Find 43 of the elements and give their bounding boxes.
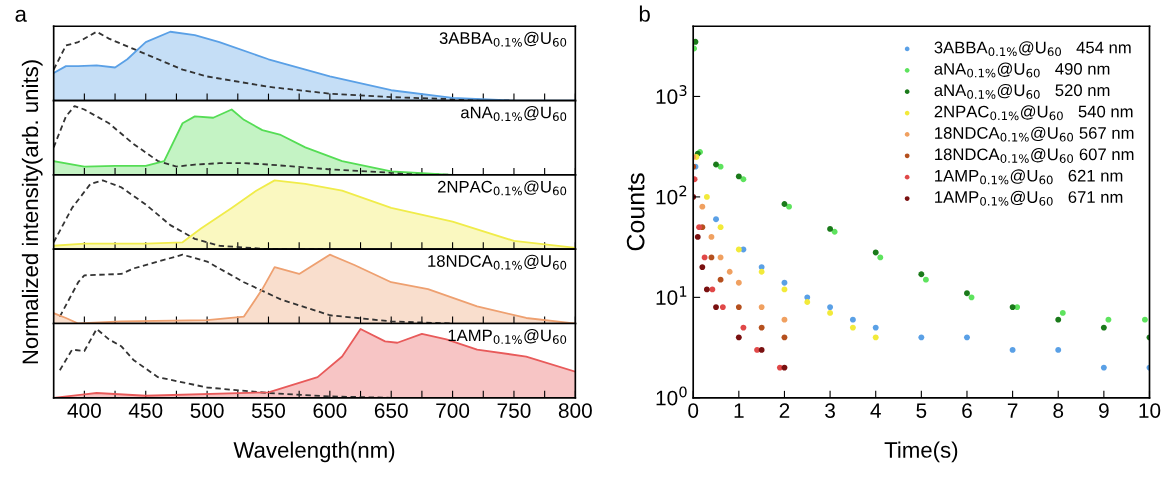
x-tick-label: 6 [962,403,972,418]
annotation: 2NPAC$_{0.1%}$@U$_{60}$ [438,180,567,196]
x-tick-label: 7 [1007,403,1018,418]
annotation: 18NDCA$_{0.1%}$@U$_{60}$ [428,254,567,270]
annotation: aNA$_{0.1%}$@U$_{60}$ [461,106,567,122]
y-tick-label: 10$^{2}$ [656,185,687,205]
x-tick-label: 8 [1053,403,1064,418]
y-axis-title: Counts [626,173,645,251]
x-tick-label: 600 [313,403,347,418]
x-tick-label: 450 [128,403,163,418]
annotation: 1AMP$_{0.1%}$@U$_{60}$ [448,329,567,344]
y-axis-title: Normalized intensity(arb. units) [21,60,43,364]
x-tick-label: 500 [190,403,224,418]
x-tick-label: 750 [497,403,531,418]
y-tick-label: 10$^{3}$ [656,85,687,105]
x-axis-title: Time(s) [884,441,958,463]
chart-title: b [639,5,650,22]
legend-label: 18NDCA$_{0.1%}$@U$_{60}$ 567 nm [935,126,1134,142]
x-tick-label: 2 [779,403,790,418]
x-tick-label: 1 [734,403,744,418]
x-tick-label: 400 [67,403,101,418]
x-tick-label: 800 [558,403,592,418]
text: 3ABBA$_{0.1%}$@U$_{60}$ 454 nm [934,41,1131,57]
x-axis-title: Wavelength(nm) [233,441,395,463]
x-tick-label: 3 [825,403,835,418]
text: 1AMP$_{0.1%}$@U$_{60}$ 621 nm [935,169,1123,185]
x-tick-label: 4 [870,403,881,418]
x-tick-label: 0 [688,403,699,418]
chart-title: a [15,9,27,22]
x-tick-label: 10 [1139,403,1161,418]
text: 2NPAC$_{0.1%}$@U$_{60}$ 540 nm [934,105,1133,121]
y-tick-label: 10$^{0}$ [656,386,687,406]
text: aNA$_{0.1%}$@U$_{60}$ 520 nm [934,83,1110,99]
legend-label: 18NDCA$_{0.1%}$@U$_{60}$ 607 nm [935,148,1134,163]
annotation: 3ABBA$_{0.1%}$@U$_{60}$ [439,31,567,47]
text: 1AMP$_{0.1%}$@U$_{60}$ 671 nm [935,190,1123,206]
x-tick-label: 5 [916,403,927,418]
y-tick-label: 10$^{1}$ [656,286,687,305]
x-tick-label: 9 [1099,403,1109,418]
x-tick-label: 700 [436,403,470,418]
text: aNA$_{0.1%}$@U$_{60}$ 490 nm [934,62,1110,78]
x-tick-label: 650 [374,403,408,418]
x-tick-label: 550 [251,403,286,418]
